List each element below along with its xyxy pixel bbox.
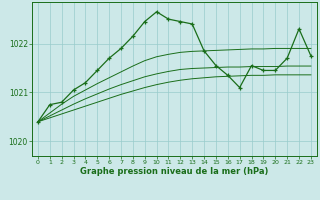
X-axis label: Graphe pression niveau de la mer (hPa): Graphe pression niveau de la mer (hPa) [80,167,268,176]
